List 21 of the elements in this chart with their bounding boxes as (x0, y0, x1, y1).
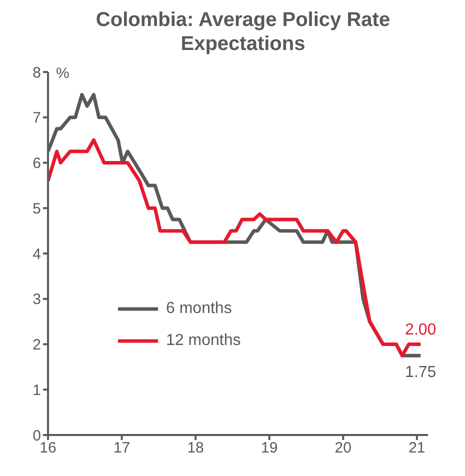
annotation: 2.00 (405, 321, 436, 338)
y-tick-label: 6 (32, 155, 41, 172)
x-tick-label: 18 (187, 440, 204, 457)
annotation: 1.75 (405, 364, 436, 381)
y-tick-label: 4 (32, 246, 41, 263)
y-axis-title: % (56, 65, 70, 82)
x-tick-label: 17 (113, 440, 130, 457)
y-tick-label: 5 (32, 200, 41, 218)
x-tick-label: 19 (261, 440, 278, 457)
y-tick-label: 2 (32, 336, 41, 354)
chart-title: Colombia: Average Policy Rate Expectations (94, 8, 392, 56)
y-tick-label: 8 (32, 64, 41, 82)
x-tick-label: 20 (334, 440, 352, 457)
x-tick-label: 21 (408, 440, 426, 457)
y-tick-label: 1 (32, 382, 41, 399)
legend-label: 6 months (166, 300, 232, 318)
y-tick-label: 7 (32, 110, 41, 127)
y-tick-label: 0 (32, 427, 41, 444)
y-tick-label: 3 (32, 291, 41, 308)
x-tick-label: 16 (40, 440, 56, 457)
legend-label: 12 months (166, 332, 241, 350)
